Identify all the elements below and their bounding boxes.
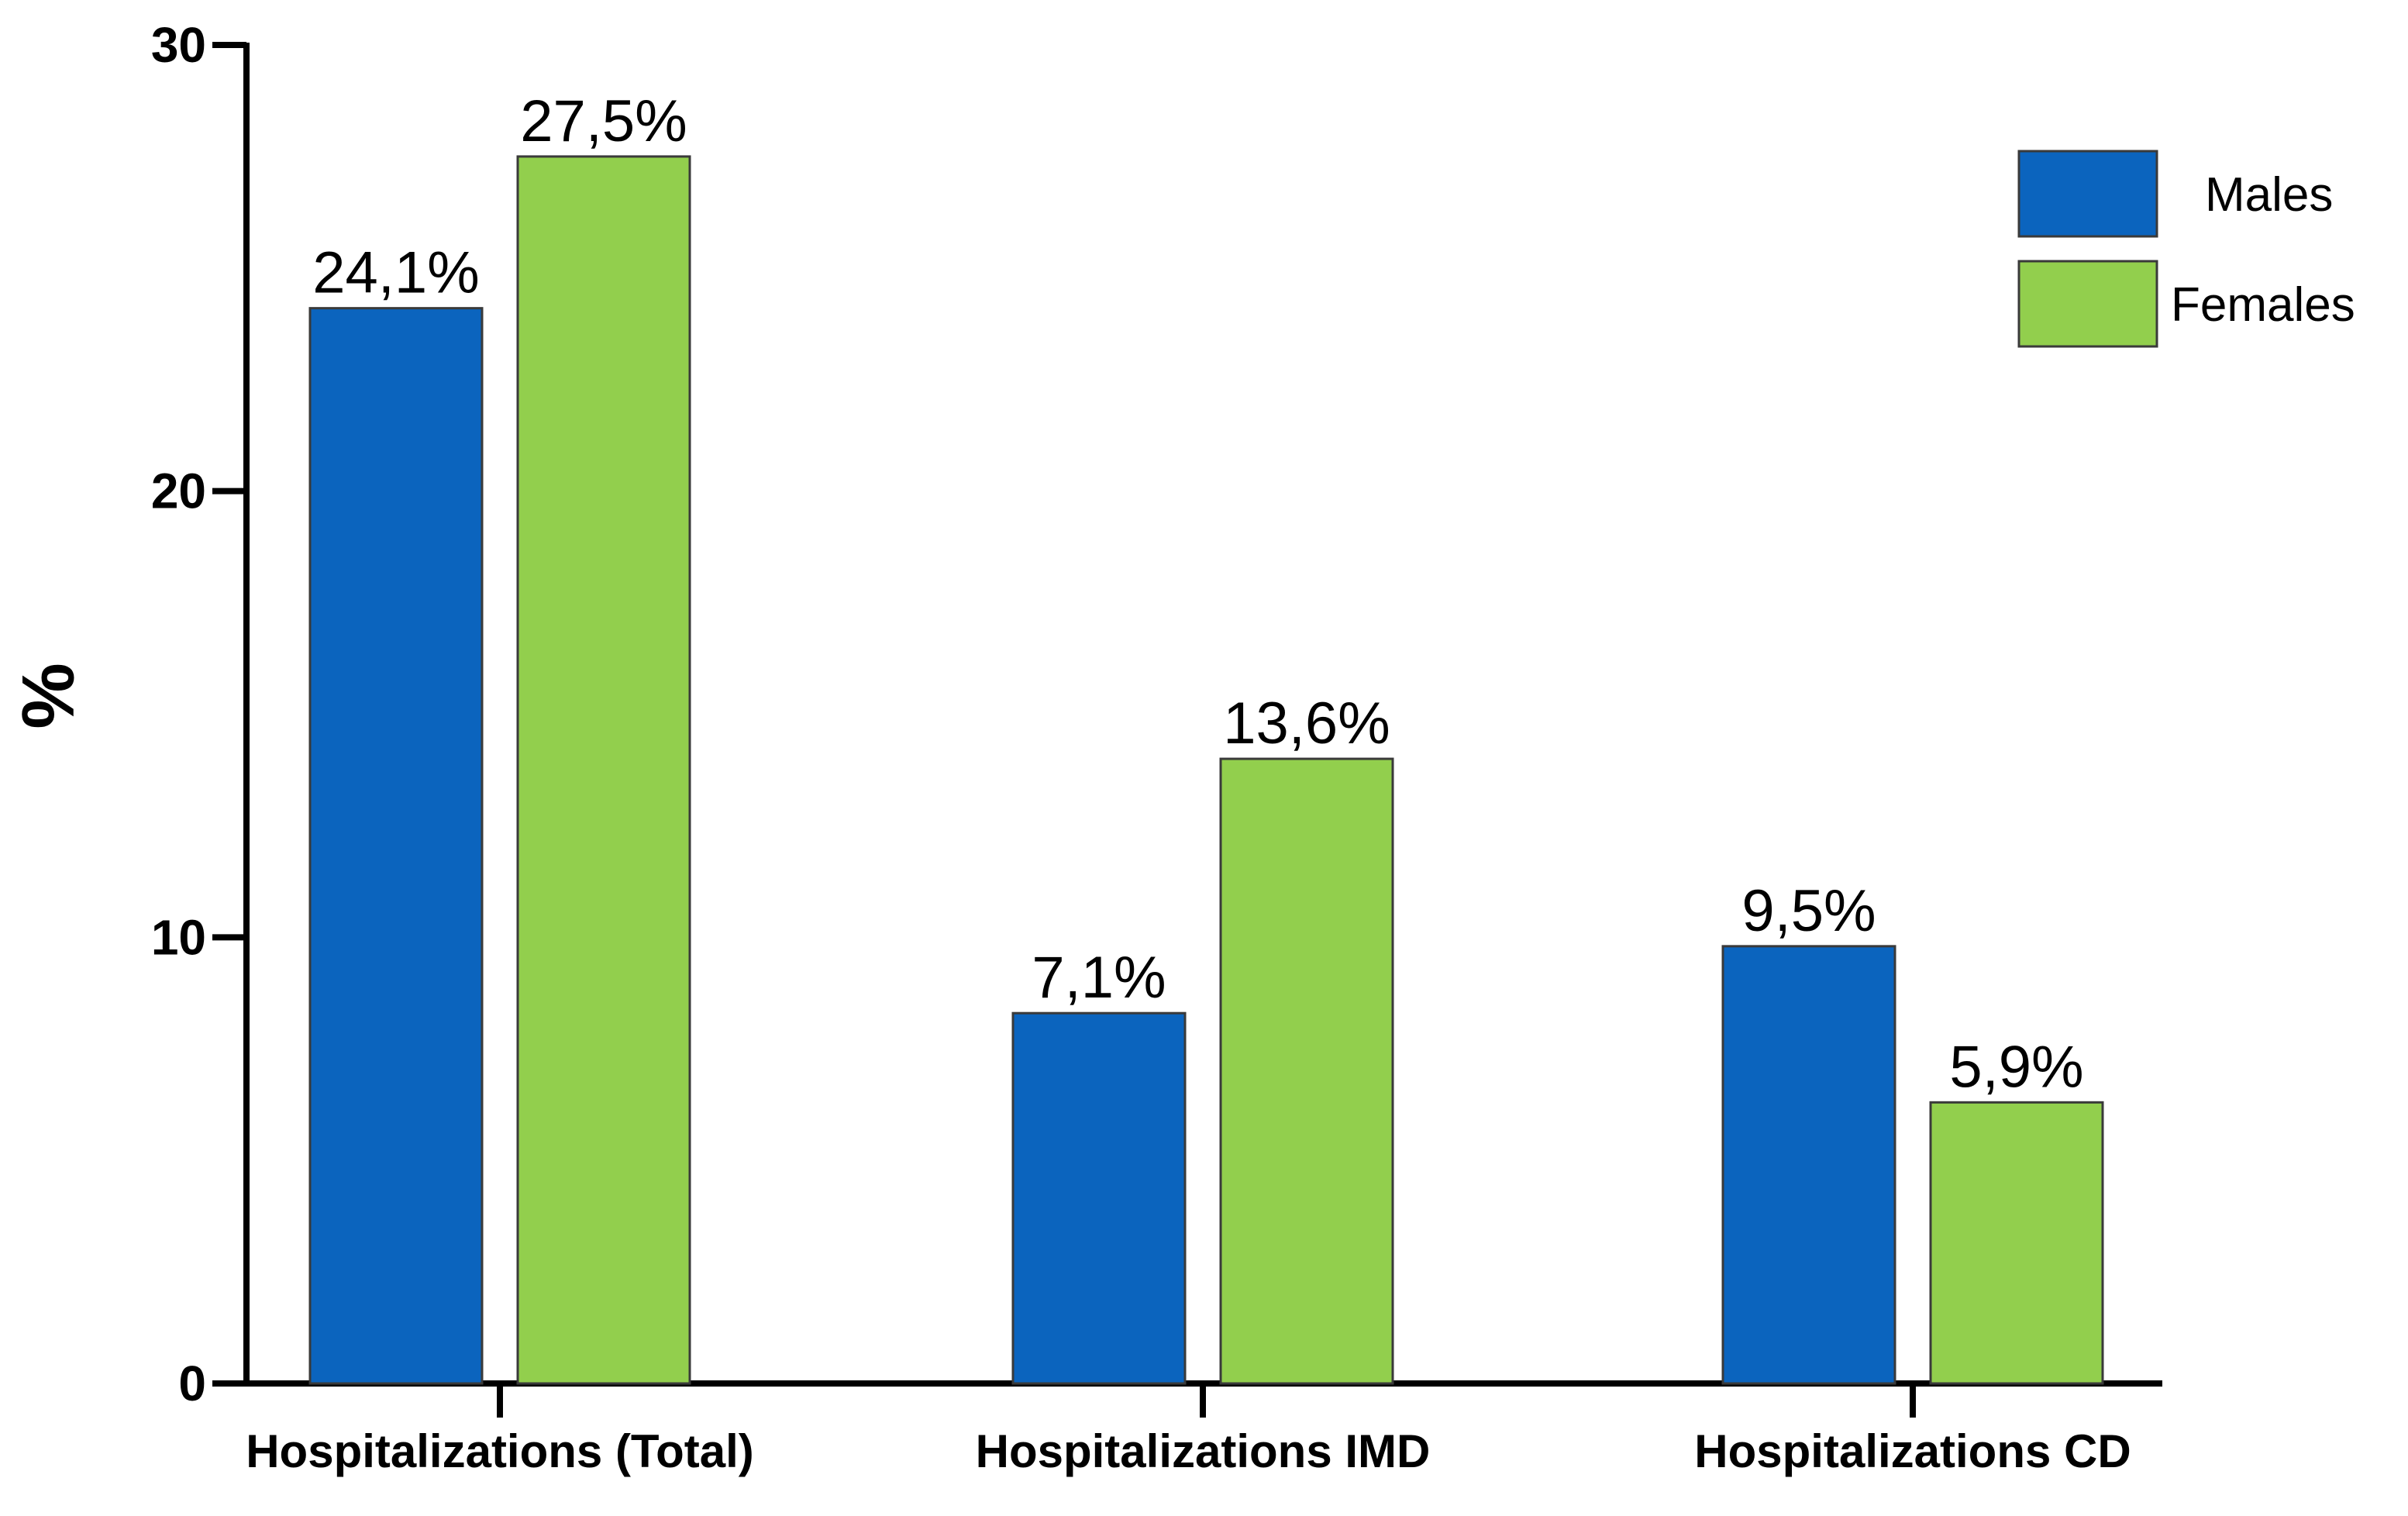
bar-labels: 24,1% 27,5% 7,1% 13,6% 9,5% 5,9% [312,88,2083,1100]
bar-value-label: 13,6% [1223,691,1390,756]
bar-value-label: 7,1% [1032,945,1166,1011]
bar-value-label: 9,5% [1741,878,1876,944]
category-label: Hospitalizations IMD [976,1425,1431,1477]
bar-value-label: 24,1% [312,240,480,306]
y-tick-label: 30 [151,17,206,73]
y-axis-title: % [7,663,90,729]
legend-swatch-males [2017,150,2158,238]
y-tick-label: 10 [151,909,206,965]
y-tick-label: 0 [178,1356,206,1411]
x-axis: Hospitalizations (Total) Hospitalizations… [243,1380,2162,1477]
y-tick-label: 20 [151,463,206,519]
legend: Males Females [2017,150,2355,348]
bar-males [1011,1011,1187,1385]
legend-swatch-females [2017,260,2158,348]
bar-value-label: 5,9% [1949,1034,2083,1100]
legend-label-females: Females [2171,278,2355,332]
bars [308,155,2104,1385]
legend-label-males: Males [2205,168,2333,222]
bar-females [516,155,691,1385]
bar-females [1929,1101,2104,1385]
category-label: Hospitalizations (Total) [246,1425,754,1477]
bar-males [1721,945,1896,1385]
bar-females [1219,757,1394,1385]
bar-value-label: 27,5% [520,88,687,154]
category-label: Hospitalizations CD [1694,1425,2131,1477]
bar-males [308,307,484,1385]
y-axis: 0 10 20 30 [151,17,250,1411]
